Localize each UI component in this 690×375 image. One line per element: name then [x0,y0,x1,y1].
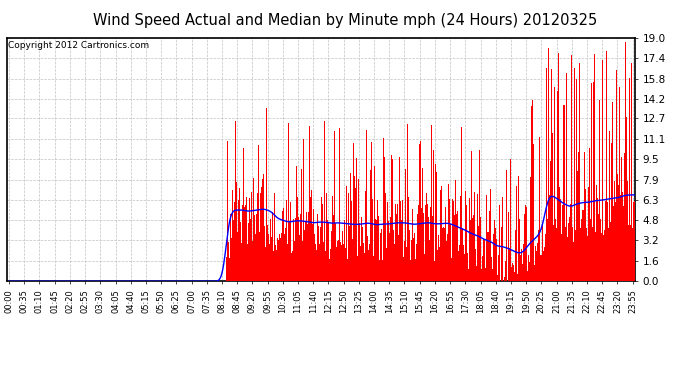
Text: Wind Speed Actual and Median by Minute mph (24 Hours) 20120325: Wind Speed Actual and Median by Minute m… [93,13,597,28]
Text: Copyright 2012 Cartronics.com: Copyright 2012 Cartronics.com [8,41,148,50]
